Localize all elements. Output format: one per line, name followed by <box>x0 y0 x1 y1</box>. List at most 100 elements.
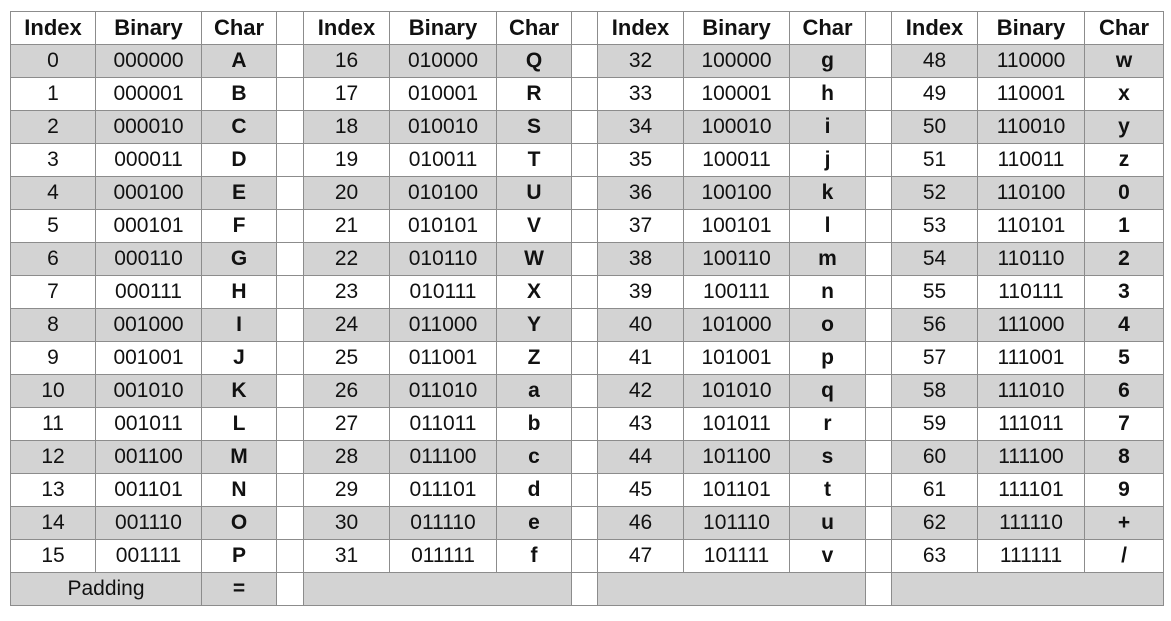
index-cell: 7 <box>10 275 96 309</box>
char-cell: v <box>789 539 866 573</box>
index-cell: 20 <box>303 176 390 210</box>
binary-cell: 111010 <box>977 374 1085 408</box>
index-cell: 32 <box>597 44 684 78</box>
index-cell: 38 <box>597 242 684 276</box>
column-gap <box>865 341 892 375</box>
column-gap <box>865 242 892 276</box>
char-cell: I <box>201 308 277 342</box>
binary-cell: 111001 <box>977 341 1085 375</box>
binary-cell: 001100 <box>95 440 202 474</box>
binary-cell: 001111 <box>95 539 202 573</box>
column-gap <box>276 143 304 177</box>
index-cell: 21 <box>303 209 390 243</box>
binary-cell: 101111 <box>683 539 790 573</box>
binary-cell: 011101 <box>389 473 497 507</box>
char-cell: i <box>789 110 866 144</box>
table-row: 15 001111 P 31 011111 f 47 101111 v 63 111111/ <box>10 539 1164 573</box>
index-cell: 1 <box>10 77 96 111</box>
binary-cell: 110101 <box>977 209 1085 243</box>
index-cell: 41 <box>597 341 684 375</box>
char-cell: R <box>496 77 572 111</box>
table-row: 8 001000 I 24 011000 Y 40 101000 o 56 111000 4 <box>10 308 1164 342</box>
char-header: Char <box>1084 11 1164 45</box>
index-cell: 46 <box>597 506 684 540</box>
binary-cell: 001001 <box>95 341 202 375</box>
table-row: 5 000101 F 21 010101 V 37 100101 l 53 110101 1 <box>10 209 1164 243</box>
binary-cell: 100101 <box>683 209 790 243</box>
char-cell: X <box>496 275 572 309</box>
binary-cell: 011111 <box>389 539 497 573</box>
column-gap <box>571 572 598 606</box>
index-cell: 12 <box>10 440 96 474</box>
char-cell: 5 <box>1084 341 1164 375</box>
index-cell: 30 <box>303 506 390 540</box>
index-cell: 36 <box>597 176 684 210</box>
table-row: 7 000111 H 23 010111 X 39 100111 n 55 110111 3 <box>10 275 1164 309</box>
char-cell: J <box>201 341 277 375</box>
char-cell: s <box>789 440 866 474</box>
binary-cell: 000000 <box>95 44 202 78</box>
char-cell: 6 <box>1084 374 1164 408</box>
char-cell: r <box>789 407 866 441</box>
char-cell: h <box>789 77 866 111</box>
index-header: Index <box>597 11 684 45</box>
column-gap <box>276 374 304 408</box>
column-gap <box>865 374 892 408</box>
index-cell: 63 <box>891 539 978 573</box>
char-cell: P <box>201 539 277 573</box>
binary-cell: 111100 <box>977 440 1085 474</box>
binary-cell: 010111 <box>389 275 497 309</box>
char-cell: g <box>789 44 866 78</box>
index-cell: 62 <box>891 506 978 540</box>
column-gap <box>276 572 304 606</box>
binary-cell: 011000 <box>389 308 497 342</box>
char-cell: N <box>201 473 277 507</box>
index-cell: 28 <box>303 440 390 474</box>
index-cell: 55 <box>891 275 978 309</box>
index-cell: 10 <box>10 374 96 408</box>
char-cell: e <box>496 506 572 540</box>
base64-table-container: Index Binary Char Index Binary Char Inde… <box>10 11 1164 613</box>
column-gap <box>276 77 304 111</box>
table-row: 14 001110 O 30 011110 e 46 101110 u 62 111110 + <box>10 506 1164 540</box>
char-cell: F <box>201 209 277 243</box>
binary-cell: 100011 <box>683 143 790 177</box>
char-cell: T <box>496 143 572 177</box>
binary-cell: 000010 <box>95 110 202 144</box>
binary-cell: 110001 <box>977 77 1085 111</box>
char-cell: + <box>1084 506 1164 540</box>
column-gap <box>865 407 892 441</box>
index-cell: 35 <box>597 143 684 177</box>
binary-cell: 110010 <box>977 110 1085 144</box>
char-cell: L <box>201 407 277 441</box>
binary-cell: 001101 <box>95 473 202 507</box>
binary-cell: 001000 <box>95 308 202 342</box>
char-header: Char <box>496 11 572 45</box>
index-cell: 23 <box>303 275 390 309</box>
index-cell: 61 <box>891 473 978 507</box>
char-cell: d <box>496 473 572 507</box>
column-gap <box>571 176 598 210</box>
char-cell: Q <box>496 44 572 78</box>
binary-cell: 000111 <box>95 275 202 309</box>
column-gap <box>865 506 892 540</box>
binary-cell: 010100 <box>389 176 497 210</box>
char-cell: u <box>789 506 866 540</box>
char-cell: 1 <box>1084 209 1164 243</box>
char-cell: p <box>789 341 866 375</box>
char-cell: k <box>789 176 866 210</box>
index-cell: 51 <box>891 143 978 177</box>
char-cell: q <box>789 374 866 408</box>
char-cell: o <box>789 308 866 342</box>
column-gap <box>571 11 598 45</box>
column-gap <box>276 473 304 507</box>
char-cell: B <box>201 77 277 111</box>
table-row: 6 000110 G 22 010110 W 38 100110 m 54 110110 2 <box>10 242 1164 276</box>
table-row: 1 000001 B 17 010001 R 33 100001 h 49 110001 x <box>10 77 1164 111</box>
binary-cell: 100010 <box>683 110 790 144</box>
binary-cell: 011001 <box>389 341 497 375</box>
table-body: 0 000000 A 16 010000 Q 32 100000 g 48 110000 w 1 0000… <box>10 44 1164 573</box>
binary-cell: 110111 <box>977 275 1085 309</box>
char-cell: S <box>496 110 572 144</box>
char-cell: Y <box>496 308 572 342</box>
